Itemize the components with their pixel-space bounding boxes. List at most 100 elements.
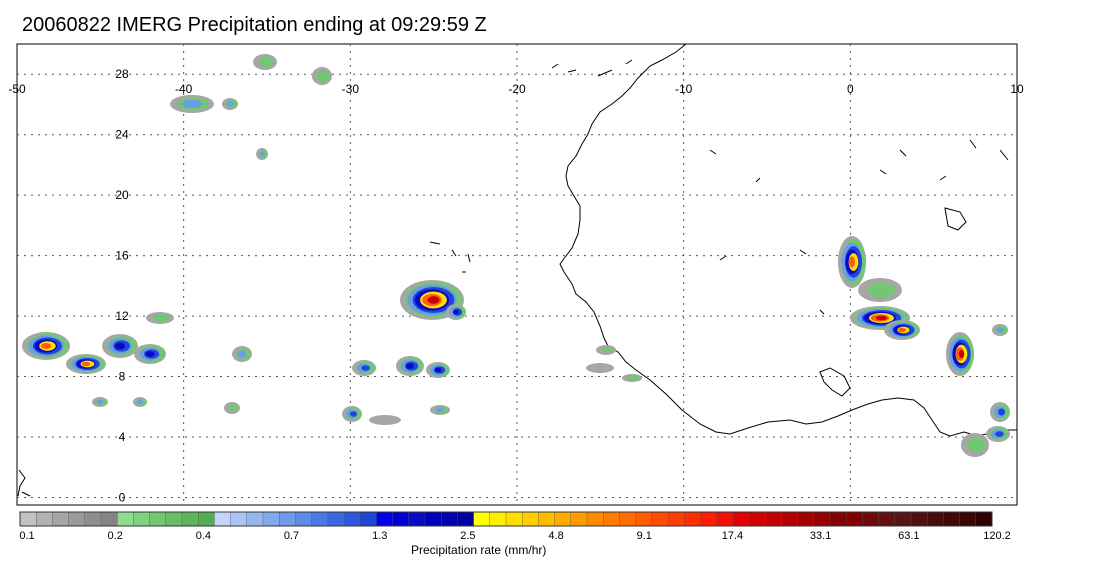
- colorbar-swatch: [246, 511, 264, 527]
- lon-tick-label: -30: [342, 82, 360, 96]
- rain-cell: [427, 296, 440, 304]
- lat-tick-label: 20: [115, 188, 129, 202]
- colorbar-title: Precipitation rate (mm/hr): [411, 543, 547, 557]
- rain-cell: [226, 101, 234, 107]
- colorbar-swatch: [878, 511, 896, 527]
- rain-cell: [406, 363, 414, 369]
- colorbar-swatch: [619, 511, 637, 527]
- colorbar-swatch: [862, 511, 880, 527]
- rain-cell: [434, 367, 442, 373]
- colorbar-swatch: [181, 511, 199, 527]
- colorbar-swatch: [327, 511, 345, 527]
- colorbar-swatch: [392, 511, 410, 527]
- colorbar-swatch: [975, 511, 993, 527]
- colorbar-swatch: [36, 511, 53, 527]
- rain-cell: [998, 408, 1005, 416]
- colorbar-swatch: [522, 511, 539, 527]
- colorbar-tick-label: 0.7: [283, 530, 300, 542]
- rain-cell: [182, 100, 202, 108]
- rain-cell: [369, 415, 401, 425]
- colorbar-swatch: [473, 511, 491, 527]
- colorbar-tick-label: 0.4: [195, 530, 212, 542]
- rain-cell: [136, 399, 144, 405]
- rain-cell: [237, 350, 247, 358]
- colorbar-swatch: [424, 511, 442, 527]
- rain-cell: [601, 346, 614, 354]
- rain-cell: [96, 399, 104, 405]
- colorbar-swatch: [311, 511, 329, 527]
- lat-tick-label: 24: [115, 128, 129, 142]
- colorbar-swatch: [52, 511, 70, 527]
- precipitation-layer: [22, 54, 1010, 457]
- colorbar: [19, 511, 993, 527]
- colorbar-swatch: [748, 511, 766, 527]
- rain-cell: [259, 57, 274, 67]
- lat-tick-label: 0: [119, 490, 126, 504]
- colorbar-tick-label: 63.1: [898, 530, 920, 542]
- coastline-islands: [429, 241, 471, 273]
- lon-tick-label: 10: [1010, 82, 1024, 96]
- colorbar-swatch: [635, 511, 653, 527]
- colorbar-swatch: [100, 511, 118, 527]
- colorbar-swatch: [781, 511, 799, 527]
- colorbar-swatch: [295, 511, 313, 527]
- colorbar-swatch: [570, 511, 588, 527]
- colorbar-swatch: [651, 511, 669, 527]
- lat-tick-label: 28: [115, 67, 129, 81]
- colorbar-swatch: [797, 511, 815, 527]
- colorbar-swatch: [684, 511, 701, 527]
- colorbar-swatch: [505, 511, 523, 527]
- colorbar-tick-label: 120.2: [983, 530, 1011, 542]
- rain-cell: [995, 431, 1004, 437]
- colorbar-swatch: [343, 511, 361, 527]
- colorbar-swatch: [959, 511, 977, 527]
- colorbar-swatch: [197, 511, 215, 527]
- rain-cell: [967, 437, 986, 453]
- colorbar-swatch: [765, 511, 782, 527]
- rain-cell: [317, 70, 330, 82]
- rain-cell: [114, 342, 126, 350]
- rain-cell: [996, 327, 1004, 333]
- colorbar-tick-label: 4.8: [548, 530, 564, 542]
- lon-tick-label: 0: [847, 82, 854, 96]
- rain-cell: [228, 404, 239, 412]
- lat-tick-label: 8: [119, 370, 126, 384]
- colorbar-tick-label: 2.5: [460, 530, 476, 542]
- colorbar-swatch: [667, 511, 685, 527]
- colorbar-swatch: [943, 511, 961, 527]
- rain-cell: [958, 349, 965, 359]
- colorbar-swatch: [116, 511, 134, 527]
- lon-tick-label: -40: [175, 82, 193, 96]
- colorbar-swatch: [910, 511, 928, 527]
- rain-cell: [849, 256, 855, 268]
- colorbar-swatch: [927, 511, 944, 527]
- colorbar-swatch: [457, 511, 475, 527]
- colorbar-swatch: [716, 511, 734, 527]
- lat-tick-label: 4: [119, 430, 126, 444]
- rain-cell: [875, 315, 888, 321]
- colorbar-swatch: [84, 511, 102, 527]
- coastline-lake: [944, 207, 967, 231]
- colorbar-swatch: [68, 511, 86, 527]
- rain-cell: [627, 375, 640, 381]
- colorbar-swatch: [165, 511, 183, 527]
- coastline-islands: [551, 59, 633, 77]
- lon-tick-label: -50: [8, 82, 26, 96]
- coastline-south-america: [17, 469, 31, 497]
- colorbar-swatch: [262, 511, 280, 527]
- colorbar-swatch: [829, 511, 847, 527]
- rain-cell: [361, 365, 370, 371]
- map-frame: [16, 43, 1018, 506]
- coastline-rivers: [709, 139, 1009, 315]
- colorbar-swatch: [700, 511, 718, 527]
- colorbar-tick-label: 33.1: [809, 530, 832, 542]
- colorbar-swatch: [603, 511, 620, 527]
- colorbar-tick-label: 0.1: [19, 530, 35, 542]
- colorbar-swatch: [408, 511, 426, 527]
- colorbar-tick-label: 1.3: [372, 530, 388, 542]
- colorbar-swatch: [489, 511, 507, 527]
- lat-tick-label: 16: [115, 249, 129, 263]
- rain-cell: [453, 309, 459, 315]
- colorbar-tick-label: 9.1: [636, 530, 652, 542]
